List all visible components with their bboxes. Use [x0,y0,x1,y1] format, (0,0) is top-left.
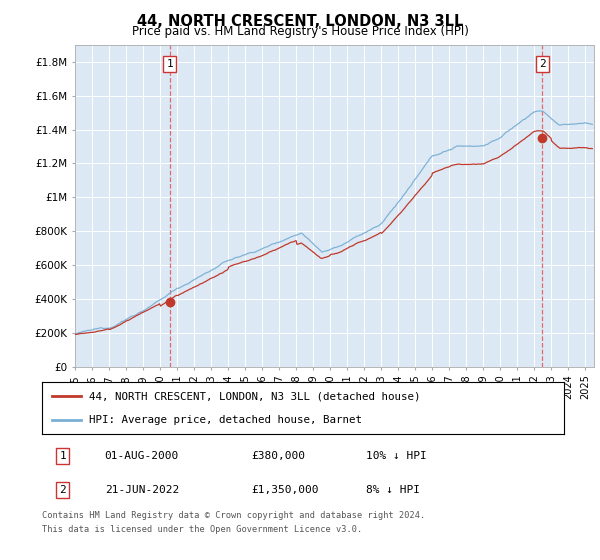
Text: 8% ↓ HPI: 8% ↓ HPI [365,486,419,495]
Text: 44, NORTH CRESCENT, LONDON, N3 3LL (detached house): 44, NORTH CRESCENT, LONDON, N3 3LL (deta… [89,391,421,402]
Text: 2: 2 [59,486,66,495]
Text: £380,000: £380,000 [251,451,305,461]
Text: Price paid vs. HM Land Registry's House Price Index (HPI): Price paid vs. HM Land Registry's House … [131,25,469,38]
Text: 1: 1 [59,451,66,461]
Text: 2: 2 [539,59,546,69]
Text: 01-AUG-2000: 01-AUG-2000 [104,451,179,461]
Text: 44, NORTH CRESCENT, LONDON, N3 3LL: 44, NORTH CRESCENT, LONDON, N3 3LL [137,14,463,29]
Text: 1: 1 [167,59,173,69]
Text: HPI: Average price, detached house, Barnet: HPI: Average price, detached house, Barn… [89,415,362,425]
Text: Contains HM Land Registry data © Crown copyright and database right 2024.: Contains HM Land Registry data © Crown c… [42,511,425,520]
Text: This data is licensed under the Open Government Licence v3.0.: This data is licensed under the Open Gov… [42,525,362,534]
Text: 21-JUN-2022: 21-JUN-2022 [104,486,179,495]
Text: £1,350,000: £1,350,000 [251,486,319,495]
Text: 10% ↓ HPI: 10% ↓ HPI [365,451,427,461]
